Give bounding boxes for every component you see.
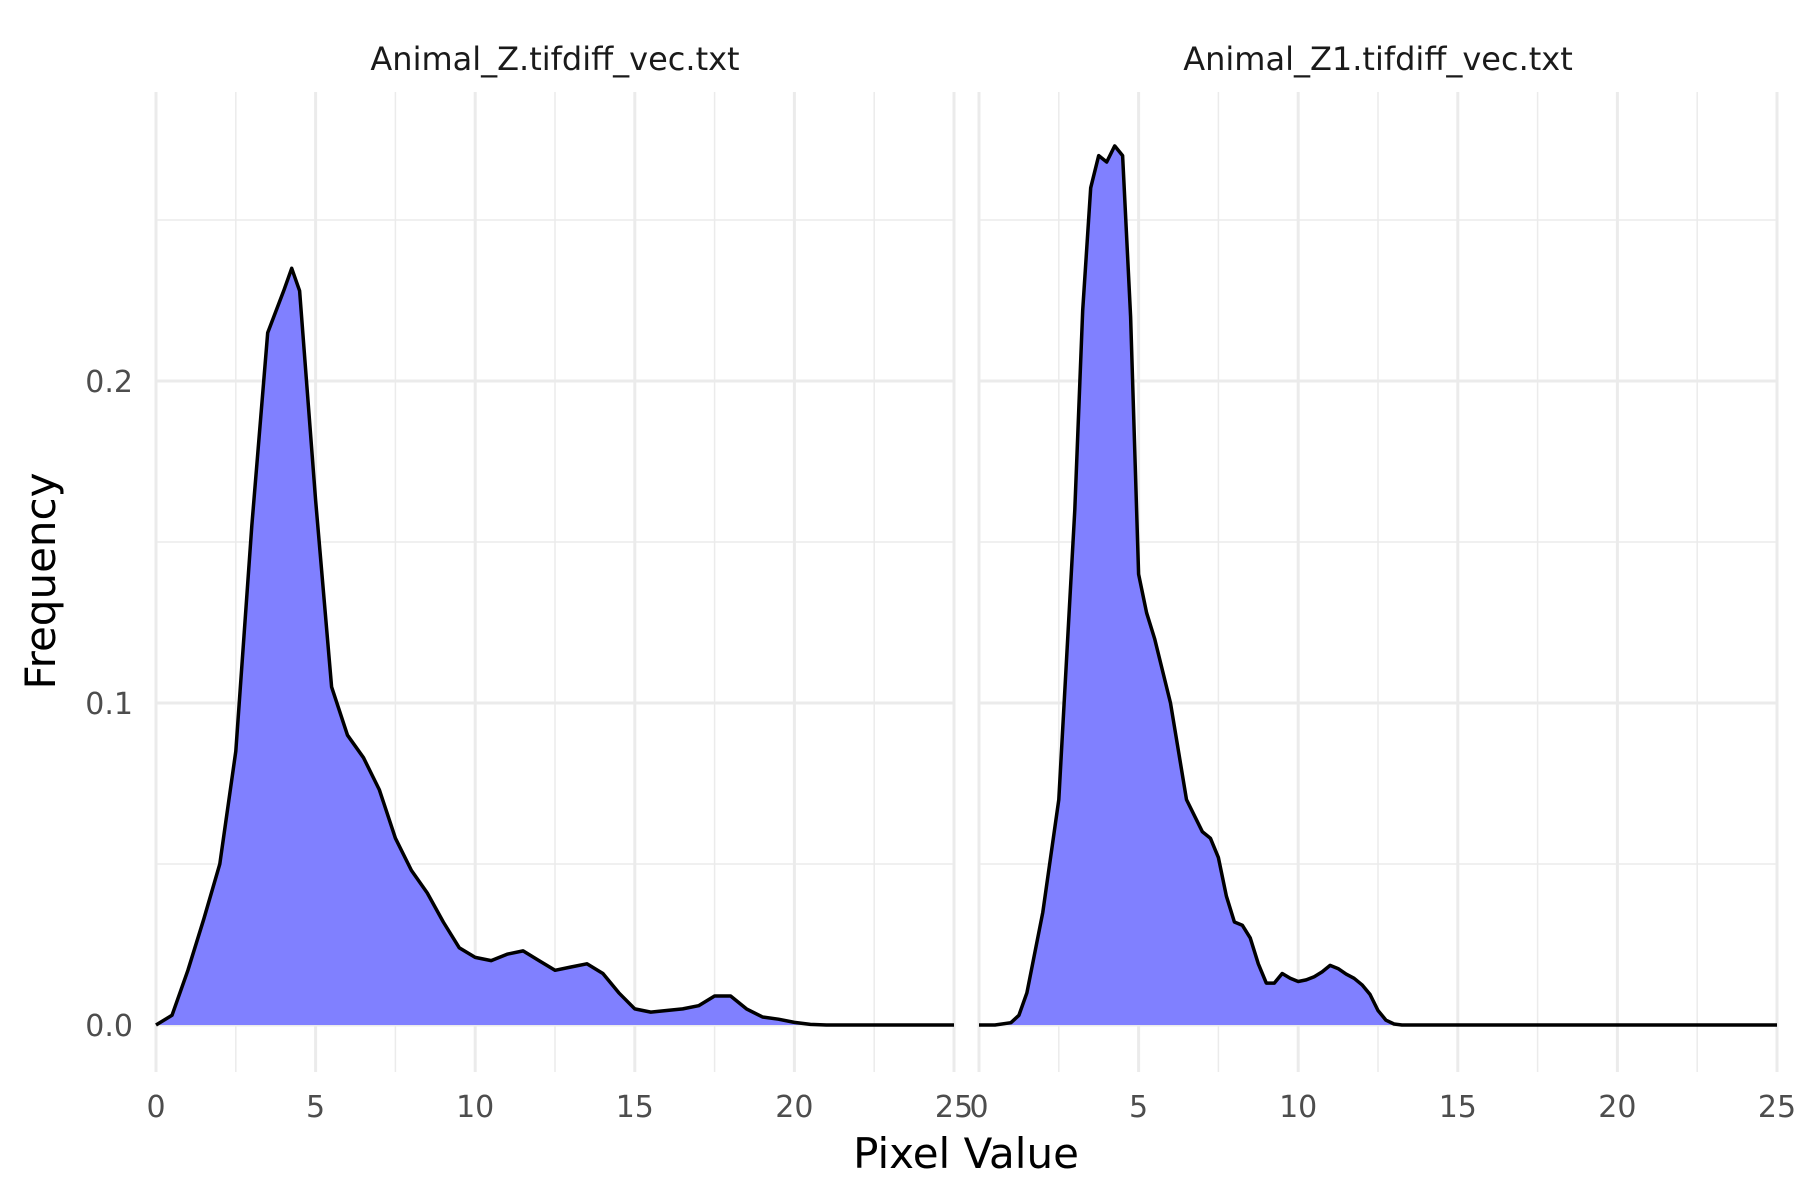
x-tick-label: 15 <box>616 1090 654 1125</box>
x-tick-label: 10 <box>456 1090 494 1125</box>
x-tick-label: 25 <box>1758 1090 1796 1125</box>
density-line <box>155 266 954 1027</box>
x-tick-label: 10 <box>1279 1090 1317 1125</box>
density-area <box>979 145 1777 1025</box>
x-tick-label: 5 <box>306 1090 325 1125</box>
y-tick-label: 0.2 <box>85 365 133 400</box>
x-tick-label: 20 <box>775 1090 813 1125</box>
x-tick-label: 15 <box>1439 1090 1477 1125</box>
x-tick-label: 0 <box>969 1090 988 1125</box>
facet-title: Animal_Z1.tifdiff_vec.txt <box>1183 40 1573 78</box>
density-area <box>156 268 954 1025</box>
y-tick-label: 0.1 <box>85 687 133 722</box>
facet-title: Animal_Z.tifdiff_vec.txt <box>370 40 739 78</box>
y-axis-title: Frequency <box>16 473 65 690</box>
x-tick-label: 5 <box>1129 1090 1148 1125</box>
x-tick-label: 20 <box>1598 1090 1636 1125</box>
y-axis-ticks: 0.0 0.1 0.2 <box>85 365 133 1044</box>
x-tick-label: 25 <box>935 1090 973 1125</box>
density-line <box>979 144 1777 1027</box>
y-tick-label: 0.0 <box>85 1009 133 1044</box>
facet-panel-1: Animal_Z.tifdiff_vec.txt 0 5 10 15 20 25 <box>146 40 973 1125</box>
x-tick-label: 0 <box>146 1090 165 1125</box>
facet-panel-2: Animal_Z1.tifdiff_vec.txt 0 5 10 15 20 25 <box>969 40 1796 1125</box>
x-axis-title: Pixel Value <box>853 1129 1079 1178</box>
